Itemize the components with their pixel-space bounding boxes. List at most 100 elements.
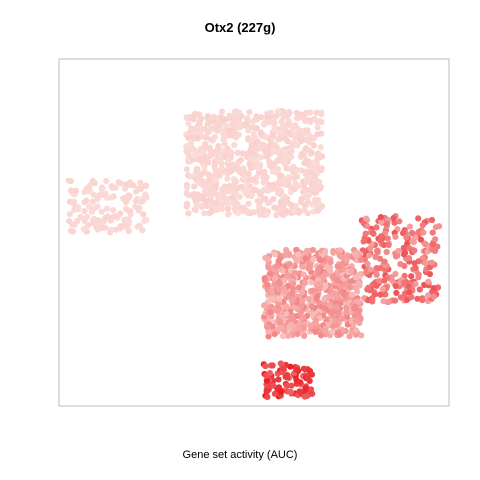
data-point <box>291 175 298 182</box>
data-point <box>310 256 317 263</box>
data-point <box>264 393 271 400</box>
data-point <box>110 207 117 214</box>
data-point <box>188 146 195 153</box>
data-point <box>395 247 402 254</box>
data-point <box>371 291 378 298</box>
data-point <box>187 127 194 134</box>
data-point <box>245 127 252 134</box>
data-point <box>286 152 293 159</box>
data-point <box>262 134 269 141</box>
data-point <box>212 176 219 183</box>
data-point <box>408 293 415 301</box>
data-point <box>218 108 226 115</box>
data-point <box>348 291 355 298</box>
data-point <box>210 125 217 132</box>
data-point <box>277 388 284 395</box>
data-point <box>107 194 114 201</box>
data-point <box>262 363 269 370</box>
data-point <box>143 216 150 224</box>
data-point <box>348 268 355 275</box>
data-point <box>274 108 281 115</box>
data-point <box>283 303 290 310</box>
data-point <box>369 298 376 305</box>
data-point <box>428 259 435 266</box>
data-point <box>428 216 436 224</box>
data-point <box>103 177 110 185</box>
data-point <box>301 207 308 214</box>
data-point <box>431 247 439 254</box>
data-point <box>400 244 407 251</box>
data-point <box>217 170 224 177</box>
data-point <box>363 222 371 230</box>
data-point <box>333 321 340 329</box>
data-point <box>240 204 247 211</box>
data-point <box>265 264 272 271</box>
data-point <box>424 292 432 299</box>
data-point <box>235 131 242 138</box>
data-point <box>314 118 321 125</box>
data-point <box>184 157 192 164</box>
data-point <box>432 224 439 231</box>
data-point <box>218 186 226 193</box>
data-point <box>269 131 277 138</box>
data-point <box>411 260 418 267</box>
data-point <box>335 329 342 336</box>
data-point <box>183 203 190 210</box>
data-point <box>184 184 191 191</box>
data-point <box>102 214 109 221</box>
data-point <box>192 152 199 159</box>
data-point <box>296 182 303 189</box>
x-axis-label: Gene set activity (AUC) <box>182 449 298 461</box>
data-point <box>294 257 301 264</box>
data-point <box>89 198 96 205</box>
data-point <box>290 280 297 287</box>
data-point <box>391 219 398 226</box>
data-point <box>274 186 281 193</box>
data-point <box>301 115 308 122</box>
data-point <box>312 328 319 336</box>
data-point <box>373 224 380 231</box>
data-point <box>383 220 391 227</box>
data-point <box>414 295 421 302</box>
data-point <box>243 120 250 127</box>
data-point <box>352 317 359 324</box>
data-point <box>312 196 319 203</box>
data-point <box>219 114 226 121</box>
data-point <box>330 248 337 255</box>
data-point <box>281 252 288 259</box>
data-point <box>83 185 90 192</box>
data-point <box>94 196 101 203</box>
data-point <box>90 220 97 227</box>
data-point <box>269 288 276 295</box>
data-point <box>301 280 308 287</box>
data-point <box>271 390 278 397</box>
data-point <box>240 174 247 181</box>
data-point <box>261 186 268 193</box>
data-point <box>275 285 282 292</box>
data-point <box>430 293 437 300</box>
data-point <box>264 388 271 395</box>
data-point <box>262 195 269 202</box>
data-point <box>264 323 271 330</box>
data-point <box>297 132 304 139</box>
data-point <box>230 176 238 183</box>
data-point <box>214 120 221 127</box>
data-point <box>277 318 284 325</box>
data-point <box>229 194 236 201</box>
data-point <box>294 142 301 149</box>
data-point <box>358 332 365 339</box>
data-point <box>334 304 341 311</box>
data-point <box>260 141 267 148</box>
data-point <box>137 179 144 186</box>
data-point <box>317 144 324 151</box>
data-point <box>117 180 124 187</box>
data-point <box>123 194 130 201</box>
data-point <box>283 246 290 254</box>
data-point <box>291 269 298 276</box>
data-point <box>201 163 208 170</box>
data-point <box>276 280 283 287</box>
data-point <box>412 264 419 272</box>
data-point <box>225 157 232 164</box>
data-point <box>380 298 387 305</box>
data-point <box>405 255 413 262</box>
